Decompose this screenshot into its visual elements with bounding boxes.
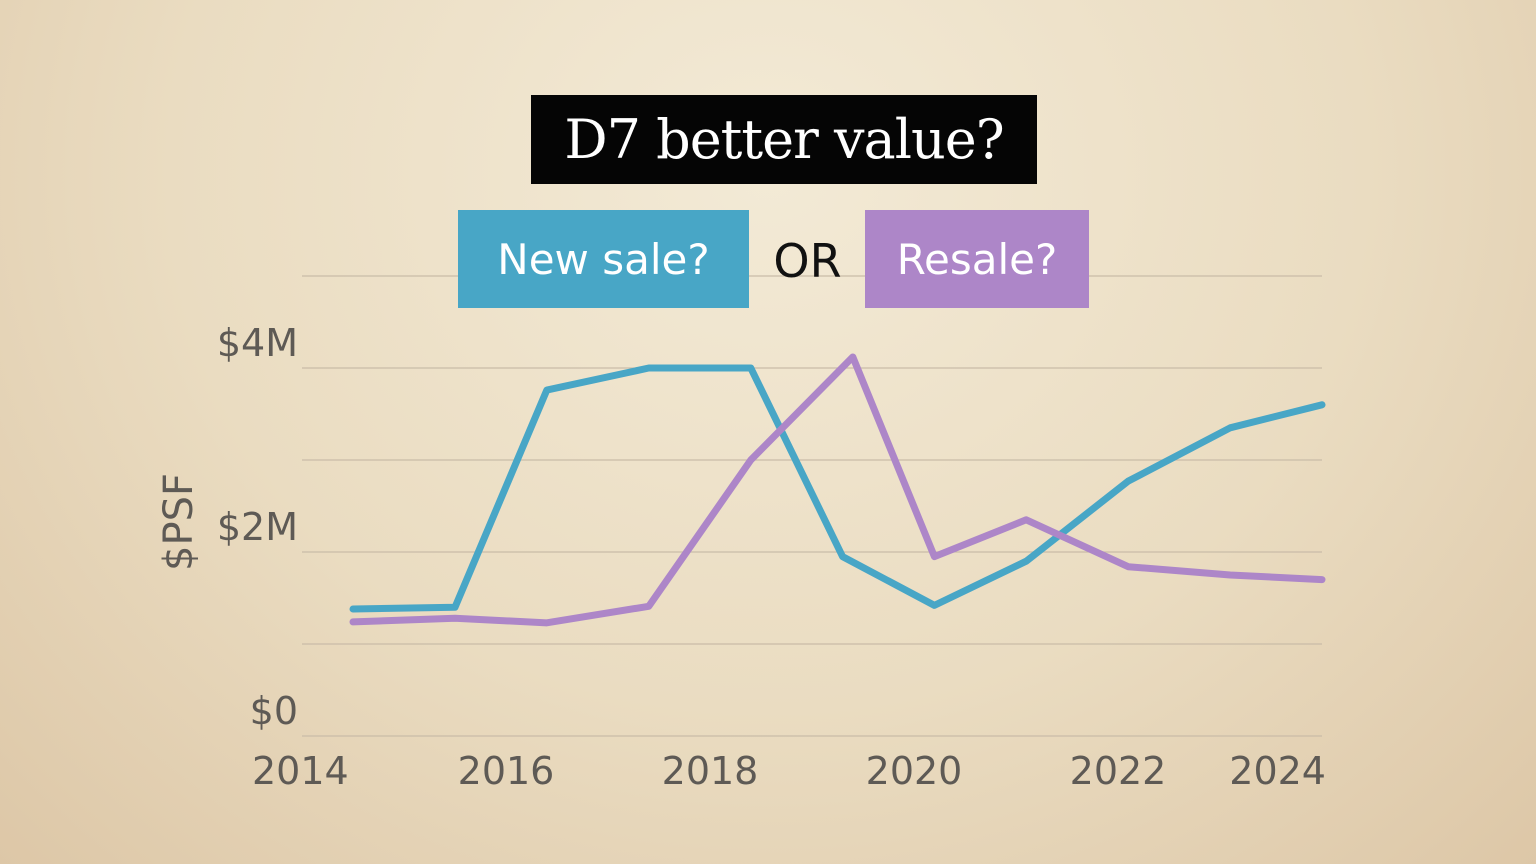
x-tick-label: 2016	[458, 749, 555, 793]
y-tick-label: $0	[250, 689, 298, 733]
chart-title-text: D7 better value?	[564, 108, 1004, 171]
series-line-resale	[349, 353, 1326, 627]
x-tick-label: 2014	[252, 749, 349, 793]
x-tick-label: 2018	[662, 749, 759, 793]
legend-or-connector: OR	[773, 234, 842, 288]
y-tick-label: $2M	[217, 505, 298, 549]
series-line-new-sale	[349, 364, 1326, 613]
x-tick-label: 2022	[1070, 749, 1167, 793]
gridlines	[302, 275, 1322, 737]
series-lines	[349, 353, 1326, 627]
y-tick-label: $4M	[217, 321, 298, 365]
x-tick-label: 2024	[1229, 749, 1326, 793]
legend-new-sale-label: New sale?	[497, 234, 710, 284]
legend-new-sale: New sale?	[458, 210, 749, 308]
x-tick-label: 2020	[866, 749, 963, 793]
legend-resale: Resale?	[865, 210, 1089, 308]
tick-labels: 2014 2016 2018 2020 2022 2024 $0 $2M $4M	[217, 321, 1326, 793]
chart-title: D7 better value?	[531, 95, 1037, 184]
legend-resale-label: Resale?	[896, 234, 1058, 284]
y-axis-label: $PSF	[156, 473, 202, 571]
